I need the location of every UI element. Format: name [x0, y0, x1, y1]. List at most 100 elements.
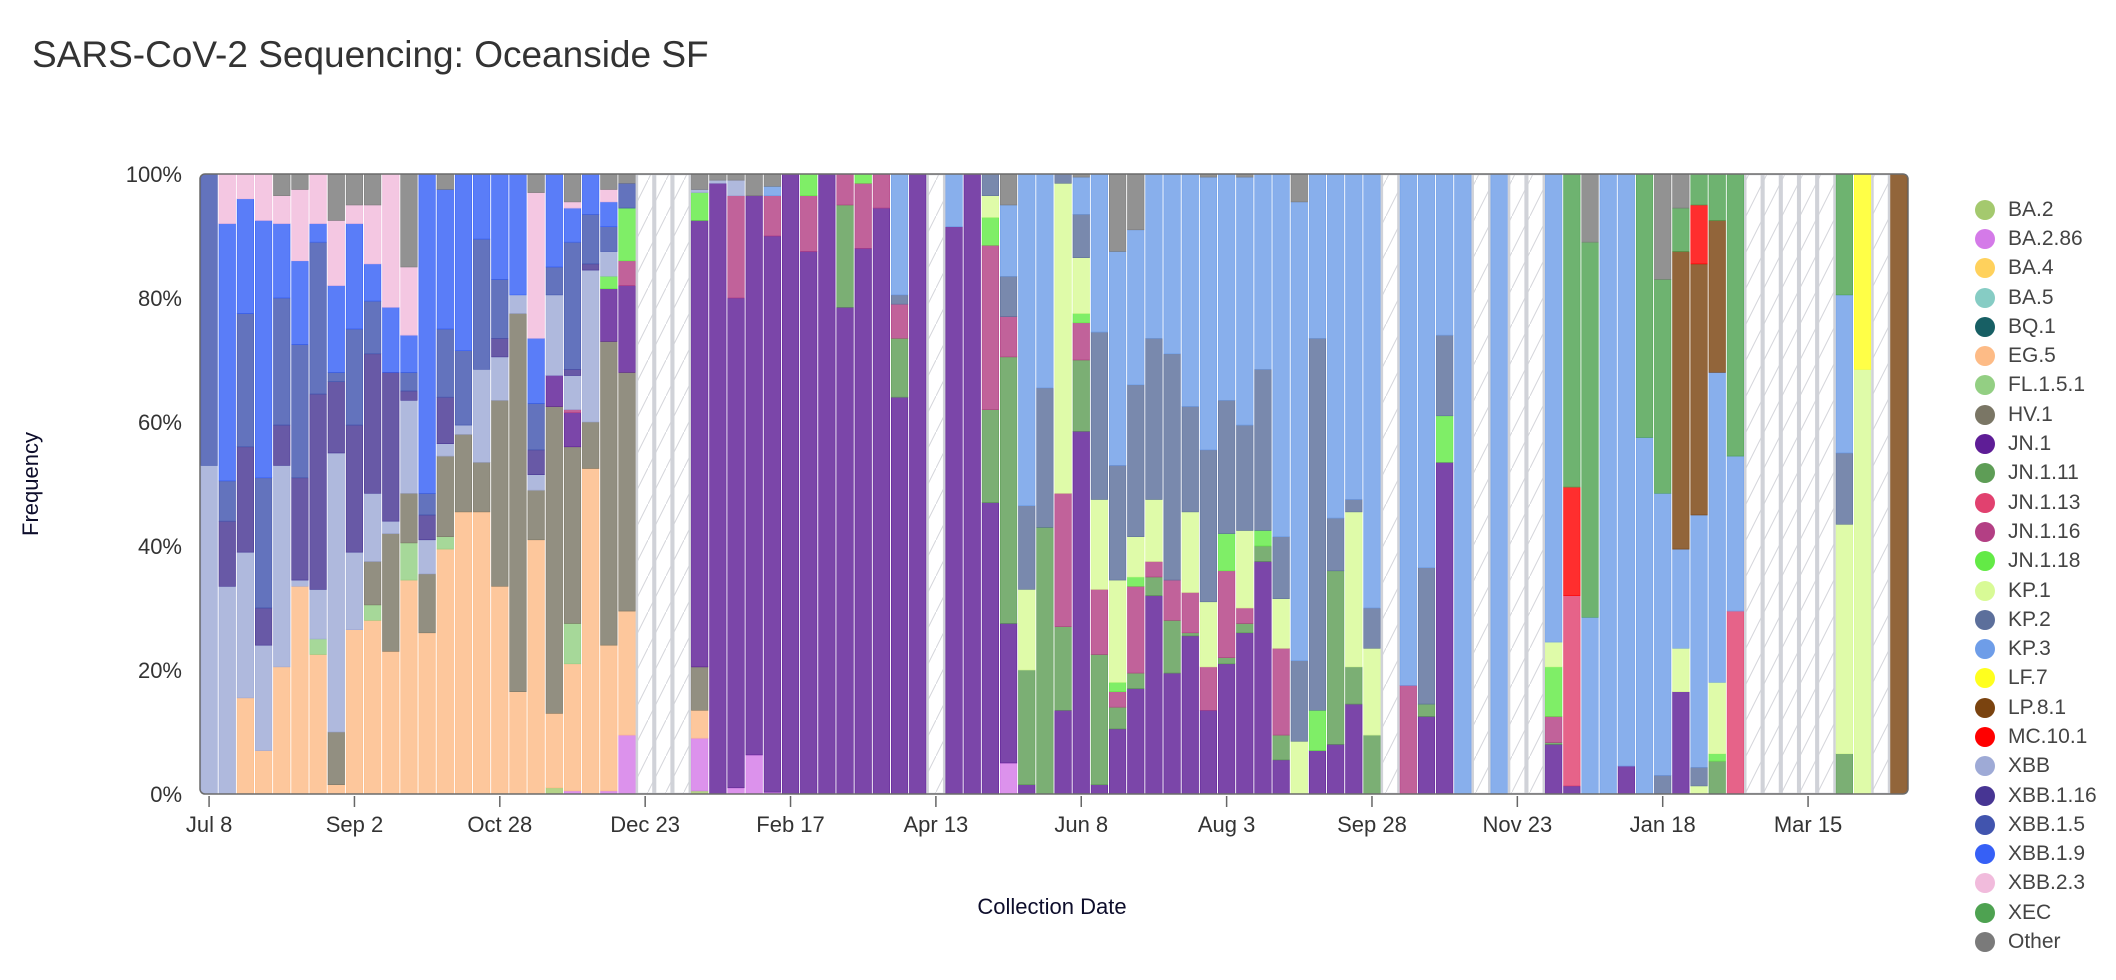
segment-hv-1[interactable]: Nov 11 · HV.1: 8% [527, 489, 545, 541]
segment-jn-1[interactable]: Aug 24 · JN.1: 5.5% [1272, 759, 1290, 794]
segment-xbb-1-16[interactable]: Aug 19 · XBB.1.16: 31.5% [309, 393, 327, 590]
segment-xbb-1-9[interactable]: Sep 16 · XBB.1.9: 10.5% [382, 306, 400, 373]
segment-jn-1-18[interactable]: May 4 · JN.1.18: 4.5% [981, 217, 999, 246]
segment-xbb-1-16[interactable]: Sep 23 · XBB.1.16: 1.5% [400, 390, 418, 401]
legend-item-kp-2[interactable]: KP.2 [1975, 605, 2097, 634]
segment-kp-3[interactable]: Jun 8 · KP.3: 6% [1072, 176, 1090, 215]
segment-eg-5[interactable]: Aug 19 · EG.5: 22.5% [309, 654, 327, 795]
segment-jn-1-16[interactable]: Oct 12 · JN.1.16: 17.5% [1399, 685, 1417, 795]
segment-ba-2-86[interactable]: May 11 · BA.2.86: 5% [999, 762, 1018, 794]
segment-xbb-1-9[interactable]: Oct 21 · XBB.1.9: 10.5% [473, 174, 491, 240]
segment-jn-1[interactable]: Dec 16 · JN.1: 14% [618, 285, 636, 373]
segment-xbb[interactable]: Jan 13 · XBB: 0.5% [691, 189, 709, 193]
segment-xbb-1-9[interactable]: Jul 29 · XBB.1.9: 41.5% [255, 220, 273, 479]
segment-hv-1[interactable]: Sep 23 · HV.1: 8% [400, 492, 418, 544]
segment-jn-1-16[interactable]: Dec 7 · JN.1.16: 4.2% [1545, 716, 1563, 743]
segment-kp-2[interactable]: May 4 · KP.2: 3.5% [981, 174, 999, 197]
segment-kp-1[interactable]: Dec 7 · KP.1: 4% [1545, 641, 1563, 668]
segment-eg-5[interactable]: Sep 23 · EG.5: 34.5% [400, 579, 418, 794]
segment-hv-1[interactable]: Jan 13 · HV.1: 7% [691, 666, 709, 711]
legend-item-ba-2[interactable]: BA.2 [1975, 195, 2097, 224]
segment-kp-2[interactable]: Aug 3 · KP.2: 21.5% [1218, 399, 1236, 534]
segment-kp-2[interactable]: Aug 31 · KP.2: 13% [1290, 660, 1308, 742]
segment-kp-1[interactable]: Jul 6 · KP.1: 10% [1145, 499, 1163, 562]
segment-kp-1[interactable]: Jun 29 · KP.1: 6.5% [1127, 536, 1145, 578]
segment-hv-1[interactable]: Nov 25 · HV.1: 28.5% [563, 446, 582, 624]
segment-xbb-1-16[interactable]: Jul 15 · XBB.1.16: 10.5% [218, 520, 236, 587]
segment-xbb[interactable]: Sep 9 · XBB: 11% [364, 492, 382, 562]
segment-xbb-1-5[interactable]: Oct 7 · XBB.1.5: 11% [436, 328, 454, 398]
segment-fl-1-5-1[interactable]: Aug 19 · FL.1.5.1: 2.5% [309, 638, 327, 655]
segment-hv-1[interactable]: Oct 14 · HV.1: 12.5% [454, 434, 473, 513]
segment-xbb-1-9[interactable]: Oct 14 · XBB.1.9: 28.5% [454, 174, 473, 351]
segment-other[interactable]: Feb 3 · Other: 3.5% [745, 174, 763, 197]
segment-jn-1-18[interactable]: Feb 24 · JN.1.18: 3.5% [800, 174, 818, 197]
segment-jn-1-11[interactable]: Oct 19 · JN.1.11: 2% [1417, 703, 1436, 717]
segment-jn-1[interactable]: Mar 30 · JN.1: 64% [890, 396, 909, 794]
segment-other[interactable]: Dec 21 · Other: 11% [1581, 174, 1599, 243]
segment-hv-1[interactable]: Oct 28 · HV.1: 30% [491, 399, 509, 587]
segment-xbb-1-16[interactable]: Sep 9 · XBB.1.16: 22.5% [364, 353, 382, 494]
segment-jn-1-11[interactable]: Sep 28 · JN.1.11: 9.5% [1363, 734, 1381, 794]
segment-jn-1-18[interactable]: Sep 7 · JN.1.18: 6.5% [1308, 709, 1327, 751]
segment-xbb[interactable]: Jul 29 · XBB: 17% [255, 644, 273, 751]
segment-kp-1[interactable]: Jun 8 · KP.1: 9% [1072, 257, 1090, 314]
segment-xec[interactable]: Feb 8 · XEC: 7.5% [1708, 174, 1726, 221]
segment-eg-5[interactable]: Aug 26 · EG.5: 1.5% [327, 784, 345, 794]
segment-kp-3[interactable]: Mar 29 · KP.3: 25.5% [1835, 294, 1853, 454]
segment-hv-1[interactable]: Aug 26 · HV.1: 8.5% [327, 731, 345, 786]
segment-kp-3[interactable]: Jun 29 · KP.3: 25% [1127, 229, 1145, 386]
segment-other[interactable]: Sep 9 · Other: 5% [364, 174, 382, 206]
segment-xbb-1-5[interactable]: Aug 26 · XBB.1.5: 1.5% [327, 372, 345, 382]
segment-kp-2[interactable]: Jul 6 · KP.2: 26% [1145, 337, 1163, 500]
segment-jn-1-11[interactable]: Jun 1 · JN.1.11: 13.5% [1054, 626, 1072, 711]
segment-jn-1[interactable]: Apr 6 · JN.1: 100% [909, 174, 927, 794]
segment-kp-3[interactable]: Feb 10 · KP.3: 1.5% [763, 186, 781, 196]
segment-xbb-1-16[interactable]: Jul 22 · XBB.1.16: 17% [236, 446, 255, 553]
segment-kp-2[interactable]: May 11 · KP.2: 6.5% [999, 275, 1018, 317]
segment-other[interactable]: Jun 22 · Other: 12.5% [1109, 174, 1127, 252]
segment-xbb[interactable]: Sep 2 · XBB: 12.5% [345, 551, 364, 631]
segment-hv-1[interactable]: Nov 4 · HV.1: 61% [509, 313, 527, 693]
segment-jn-1-16[interactable]: Jun 15 · JN.1.16: 10.5% [1090, 589, 1109, 655]
segment-lp-8-1[interactable]: Feb 8 · LP.8.1: 24.5% [1708, 220, 1726, 373]
segment-jn-1[interactable]: Mar 16 · JN.1: 88% [854, 248, 872, 794]
segment-eg-5[interactable]: Sep 30 · EG.5: 26% [418, 632, 436, 794]
segment-eg-5[interactable]: Jul 22 · EG.5: 15.5% [236, 697, 255, 794]
segment-kp-2[interactable]: Sep 21 · KP.2: 2% [1345, 499, 1363, 513]
segment-kp-1[interactable]: May 4 · KP.1: 3.5% [981, 195, 999, 218]
segment-jn-1[interactable]: Mar 2 · JN.1: 100% [818, 174, 836, 794]
segment-eg-5[interactable]: Oct 7 · EG.5: 39.5% [436, 548, 454, 794]
segment-jn-1[interactable]: Jul 27 · JN.1: 13.5% [1199, 709, 1218, 794]
segment-kp-3[interactable]: Dec 28 · KP.3: 100% [1599, 174, 1617, 794]
segment-jn-1[interactable]: May 18 · JN.1: 1.5% [1018, 784, 1036, 794]
segment-kp-2[interactable]: May 25 · KP.2: 22.5% [1036, 387, 1054, 528]
legend-item-xbb-2-3[interactable]: XBB.2.3 [1975, 869, 2097, 898]
segment-kp-2[interactable]: Sep 14 · KP.2: 8.5% [1327, 517, 1345, 572]
segment-kp-1[interactable]: Sep 21 · KP.1: 25% [1345, 511, 1363, 668]
legend-item-jn-1-18[interactable]: JN.1.18 [1975, 547, 2097, 576]
segment-other[interactable]: Aug 26 · Other: 7.5% [327, 174, 345, 221]
segment-jn-1-16[interactable]: Jan 27 · JN.1.16: 16.5% [727, 195, 745, 299]
segment-xbb-1-5[interactable]: Jul 22 · XBB.1.5: 21.5% [236, 313, 255, 448]
segment-kp-1[interactable]: May 18 · KP.1: 13% [1018, 589, 1036, 671]
segment-kp-2[interactable]: Jul 27 · KP.2: 24.5% [1199, 449, 1218, 603]
segment-jn-1[interactable]: Sep 14 · JN.1: 8% [1327, 744, 1345, 794]
legend-item-mc-10-1[interactable]: MC.10.1 [1975, 722, 2097, 751]
legend-item-xbb-1-9[interactable]: XBB.1.9 [1975, 840, 2097, 869]
segment-kp-2[interactable]: Aug 17 · KP.2: 26% [1254, 368, 1272, 531]
segment-xbb[interactable]: Sep 23 · XBB: 15% [400, 399, 418, 494]
segment-jn-1[interactable]: Apr 27 · JN.1: 100% [963, 174, 981, 794]
segment-kp-2[interactable]: Oct 26 · KP.2: 13% [1436, 334, 1454, 417]
segment-kp-3[interactable]: Feb 15 · KP.3: 25% [1726, 455, 1744, 612]
segment-hv-1[interactable]: Sep 30 · HV.1: 9.5% [418, 573, 436, 634]
segment-kp-1[interactable]: Jun 22 · KP.1: 16.5% [1109, 579, 1127, 683]
segment-xbb-2-3[interactable]: Jul 29 · XBB.2.3: 7.5% [255, 174, 273, 221]
segment-jn-1-16[interactable]: Jun 22 · JN.1.16: 2.5% [1109, 691, 1127, 708]
segment-jn-1-16[interactable]: Mar 30 · JN.1.16: 5.5% [890, 303, 909, 339]
segment-xec[interactable]: Jan 18 · XEC: 34.5% [1654, 279, 1672, 494]
segment-kp-3[interactable]: May 25 · KP.3: 34.5% [1036, 174, 1054, 389]
segment-jn-1-11[interactable]: Jul 13 · JN.1.11: 8.5% [1163, 620, 1181, 674]
segment-xbb-2-3[interactable]: Nov 25 · XBB.2.3: 1% [563, 201, 582, 209]
segment-eg-5[interactable]: Sep 9 · EG.5: 28% [364, 620, 382, 794]
